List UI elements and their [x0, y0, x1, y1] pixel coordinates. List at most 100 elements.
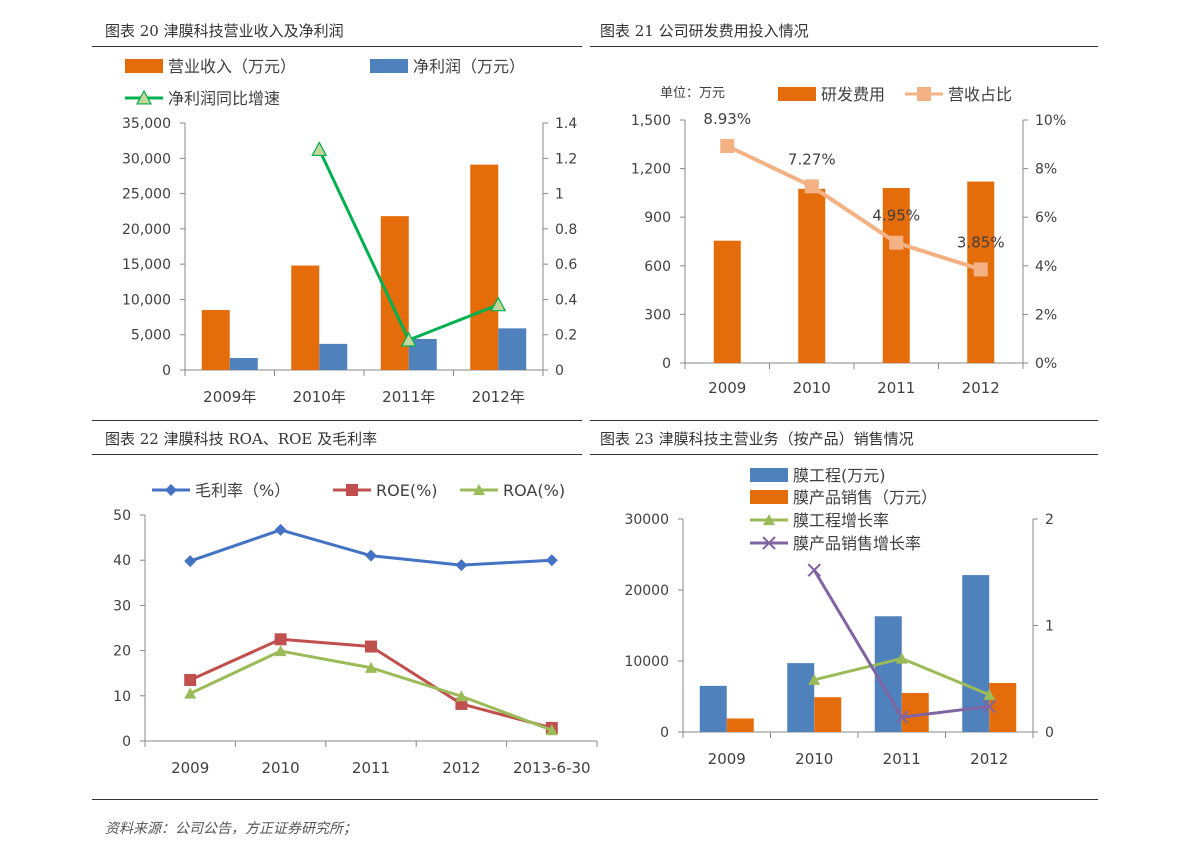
c2-point-0-0 — [184, 555, 197, 568]
c1-y-tick-label: 1,500 — [631, 113, 671, 129]
c3-legend-label-3: 膜产品销售增长率 — [793, 534, 921, 553]
c3-bar-0-1 — [787, 663, 815, 732]
c1-point-1-1 — [804, 179, 819, 194]
c3-x-tick-label: 2010 — [795, 750, 833, 768]
c0-y2-tick-label: 0.8 — [555, 222, 577, 238]
c0-bar-1-1 — [319, 343, 348, 370]
c0-y-tick-label: 15,000 — [122, 257, 171, 273]
c1-legend-marker-1 — [917, 87, 931, 101]
c3-y-tick-label: 30000 — [624, 512, 669, 528]
c1-y-tick-label: 600 — [644, 259, 671, 275]
c3-bar-0-0 — [699, 685, 727, 732]
c1-y2-tick-label: 2% — [1035, 307, 1057, 323]
c1-unit-note: 单位：万元 — [660, 86, 725, 101]
c2-x-tick-label: 2012 — [442, 759, 480, 777]
c3-y-tick-label: 20000 — [624, 583, 669, 599]
c3-bar-1-1 — [814, 697, 842, 732]
c3-legend-label-2: 膜工程增长率 — [793, 511, 889, 530]
c2-point-2-3 — [455, 690, 468, 702]
c3-point-2-2 — [983, 688, 996, 700]
c2-point-1-1 — [274, 633, 287, 646]
c0-y-tick-label: 30,000 — [122, 151, 171, 167]
c1-x-tick-label: 2011 — [877, 379, 915, 397]
c2-legend-label-0: 毛利率（%） — [195, 481, 290, 500]
divider-bottom — [92, 799, 1098, 800]
c2-legend-label-2: ROA(%) — [503, 481, 565, 500]
c0-y2-tick-label: 0.2 — [555, 328, 577, 344]
c3-point-2-1 — [895, 652, 908, 664]
c3-x-tick-label: 2011 — [883, 750, 921, 768]
c0-bar-0-3 — [470, 164, 499, 370]
c1-y-tick-label: 900 — [644, 210, 671, 226]
c0-y-tick-label: 0 — [162, 363, 171, 379]
c1-y2-tick-label: 6% — [1035, 210, 1057, 226]
c0-y-tick-label: 20,000 — [122, 222, 171, 238]
c1-point-1-2 — [889, 235, 904, 250]
c0-y-tick-label: 35,000 — [122, 116, 171, 132]
c2-point-1-0 — [184, 673, 197, 686]
c0-y2-tick-label: 1.4 — [555, 116, 577, 132]
c2-y-tick-label: 40 — [113, 553, 131, 569]
c0-y2-tick-label: 0.6 — [555, 257, 577, 273]
c3-y2-tick-label: 2 — [1045, 512, 1054, 528]
c2-line-1 — [189, 637, 553, 730]
c3-legend-marker-3 — [762, 536, 776, 550]
c0-x-tick-label: 2012年 — [472, 388, 525, 406]
c0-point-2-0 — [311, 141, 328, 157]
c1-data-label-3: 3.85% — [957, 233, 1005, 251]
c2-x-tick-label: 2010 — [262, 759, 300, 777]
c3-y2-tick-label: 1 — [1045, 619, 1054, 635]
c1-line-1 — [726, 144, 982, 272]
c0-bar-1-3 — [498, 328, 527, 370]
c2-x-tick-label: 2013-6-30 — [513, 759, 591, 777]
c1-y-tick-label: 300 — [644, 307, 671, 323]
c0-bar-1-0 — [229, 358, 258, 370]
c0-x-tick-label: 2009年 — [203, 388, 256, 406]
c2-legend-marker-0 — [165, 484, 177, 496]
c3-y2-tick-label: 0 — [1045, 725, 1054, 741]
c1-y2-tick-label: 10% — [1035, 113, 1066, 129]
c3-legend-label-0: 膜工程(万元) — [793, 466, 886, 485]
c1-legend-swatch-0 — [778, 87, 816, 101]
c3-legend-marker-2 — [763, 514, 775, 526]
c3-point-3-0 — [807, 563, 821, 577]
c3-y-tick-label: 0 — [660, 725, 669, 741]
c0-legend-marker-2 — [135, 89, 153, 105]
chart-title-23: 图表 23 津膜科技主营业务（按产品）销售情况 — [600, 430, 914, 448]
c3-bar-1-3 — [989, 683, 1017, 732]
c0-point-2-1 — [400, 331, 417, 347]
c1-y2-tick-label: 4% — [1035, 259, 1057, 275]
c3-x-tick-label: 2012 — [970, 750, 1008, 768]
c0-legend-swatch-1 — [370, 59, 408, 73]
c2-y-tick-label: 50 — [113, 508, 131, 524]
c0-y-tick-label: 10,000 — [122, 292, 171, 308]
c2-point-2-4 — [545, 724, 558, 736]
c3-point-3-1 — [895, 710, 909, 724]
c2-point-0-2 — [365, 549, 377, 562]
c0-bar-0-2 — [380, 216, 409, 370]
c3-bar-0-2 — [874, 616, 902, 732]
c0-y2-tick-label: 0 — [555, 363, 564, 379]
c2-point-2-2 — [365, 661, 377, 673]
c0-bar-0-0 — [201, 310, 230, 370]
c0-legend-label-1: 净利润（万元） — [413, 57, 525, 76]
c2-x-tick-label: 2009 — [171, 759, 209, 777]
c0-legend-label-2: 净利润同比增速 — [168, 89, 280, 108]
c1-y2-tick-label: 0% — [1035, 356, 1057, 372]
c1-point-1-0 — [720, 139, 735, 154]
c1-y2-tick-label: 8% — [1035, 162, 1057, 178]
c2-y-tick-label: 10 — [113, 689, 131, 705]
c0-y-tick-label: 25,000 — [122, 187, 171, 203]
c2-y-tick-label: 0 — [122, 734, 131, 750]
c1-data-label-2: 4.95% — [872, 207, 920, 225]
c1-bar-0-0 — [713, 240, 741, 363]
source-note: 资料来源：公司公告，方正证券研究所； — [105, 821, 357, 837]
c1-bar-0-1 — [798, 188, 826, 363]
c2-point-2-0 — [184, 687, 197, 699]
c1-point-1-3 — [973, 262, 988, 277]
c1-x-tick-label: 2010 — [793, 379, 831, 397]
c2-point-2-1 — [274, 645, 287, 657]
divider-mid-right-a — [590, 420, 1098, 421]
c1-legend-label-0: 研发费用 — [821, 85, 885, 104]
